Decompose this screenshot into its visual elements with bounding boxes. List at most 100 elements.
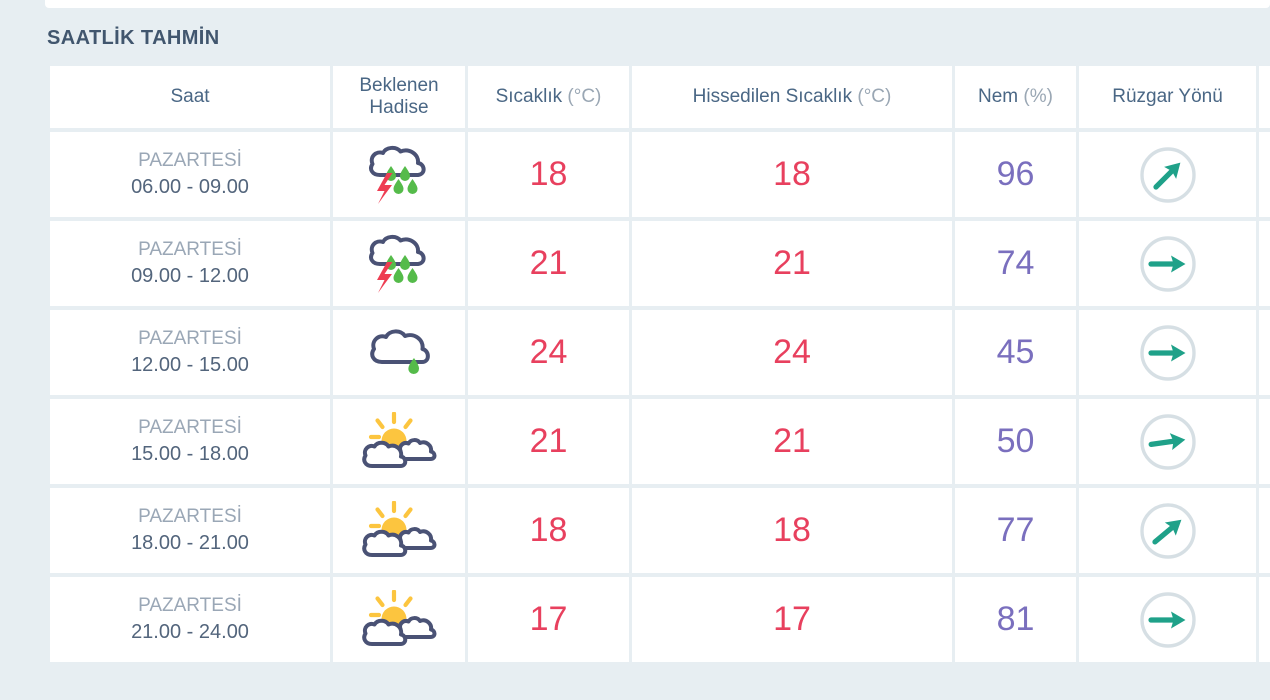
panel-top-edge <box>45 0 1270 8</box>
feels-like-value: 17 <box>773 600 811 638</box>
hour-range-label: 15.00 - 18.00 <box>131 442 249 465</box>
cell-feels-like: 17 <box>632 577 952 662</box>
feels-like-value: 18 <box>773 155 811 193</box>
temperature-value: 21 <box>529 244 568 282</box>
table-header-row: Saat Beklenen Hadise Sıcaklık (°C) Hisse… <box>50 66 1270 128</box>
cell-wind-direction <box>1079 577 1256 662</box>
thunderstorm-rain-icon <box>369 234 426 293</box>
cell-overflow <box>1259 577 1270 662</box>
cell-temperature: 24 <box>468 310 629 395</box>
feels-like-value: 21 <box>773 422 811 460</box>
table-row[interactable]: PAZARTESİ 18.00 - 21.00 18 18 77 <box>50 488 1270 573</box>
column-header-wind-direction: Rüzgar Yönü <box>1079 66 1256 128</box>
cell-overflow <box>1259 221 1270 306</box>
column-header-wind-direction-label: Rüzgar Yönü <box>1112 86 1223 108</box>
cell-hour: PAZARTESİ 21.00 - 24.00 <box>50 577 330 662</box>
cell-humidity: 77 <box>955 488 1076 573</box>
cell-feels-like: 21 <box>632 399 952 484</box>
column-header-overflow <box>1259 66 1270 128</box>
hour-day-label: PAZARTESİ <box>138 150 242 172</box>
column-header-event-line2: Hadise <box>369 97 429 118</box>
cell-humidity: 45 <box>955 310 1076 395</box>
wind-arrow-east-icon <box>1139 591 1196 648</box>
cell-feels-like: 21 <box>632 221 952 306</box>
hour-range-label: 06.00 - 09.00 <box>131 175 249 198</box>
column-header-temperature-label: Sıcaklık <box>495 86 563 108</box>
cell-wind-direction <box>1079 310 1256 395</box>
table-row[interactable]: PAZARTESİ 12.00 - 15.00 24 24 45 <box>50 310 1270 395</box>
feels-like-value: 24 <box>773 333 811 371</box>
humidity-value: 50 <box>996 422 1035 460</box>
hourly-forecast-table: Saat Beklenen Hadise Sıcaklık (°C) Hisse… <box>47 62 1270 666</box>
cell-temperature: 21 <box>468 399 629 484</box>
cell-weather-icon <box>333 132 465 217</box>
wind-arrow-east-icon <box>1139 235 1196 292</box>
hour-day-label: PAZARTESİ <box>138 417 242 439</box>
cell-weather-icon <box>333 221 465 306</box>
column-header-feels-like-unit: (°C) <box>857 86 892 108</box>
hour-range-label: 18.00 - 21.00 <box>131 531 249 554</box>
wind-arrow-east-icon <box>1139 324 1196 381</box>
table-row[interactable]: PAZARTESİ 06.00 - 09.00 18 18 96 <box>50 132 1270 217</box>
cell-weather-icon <box>333 488 465 573</box>
cloud-rain-icon <box>370 328 430 374</box>
temperature-value: 18 <box>529 511 568 549</box>
thunderstorm-rain-icon <box>369 145 426 204</box>
temperature-value: 18 <box>529 155 568 193</box>
cell-weather-icon <box>333 577 465 662</box>
humidity-value: 81 <box>996 600 1035 638</box>
table-row[interactable]: PAZARTESİ 21.00 - 24.00 17 17 81 <box>50 577 1270 662</box>
hour-range-label: 21.00 - 24.00 <box>131 620 249 643</box>
cell-feels-like: 18 <box>632 488 952 573</box>
cell-temperature: 17 <box>468 577 629 662</box>
column-header-hour: Saat <box>50 66 330 128</box>
feels-like-value: 21 <box>773 244 811 282</box>
humidity-value: 45 <box>996 333 1035 371</box>
sun-clouds-icon <box>362 589 437 646</box>
cell-feels-like: 24 <box>632 310 952 395</box>
temperature-value: 17 <box>529 600 568 638</box>
cell-hour: PAZARTESİ 12.00 - 15.00 <box>50 310 330 395</box>
column-header-humidity-label: Nem <box>978 86 1019 108</box>
hour-day-label: PAZARTESİ <box>138 506 242 528</box>
hourly-forecast-table-wrap: Saat Beklenen Hadise Sıcaklık (°C) Hisse… <box>47 62 1270 666</box>
hour-range-label: 12.00 - 15.00 <box>131 353 249 376</box>
cell-overflow <box>1259 132 1270 217</box>
cell-humidity: 96 <box>955 132 1076 217</box>
cell-hour: PAZARTESİ 09.00 - 12.00 <box>50 221 330 306</box>
temperature-value: 21 <box>529 422 568 460</box>
feels-like-value: 18 <box>773 511 811 549</box>
cell-weather-icon <box>333 310 465 395</box>
cell-overflow <box>1259 399 1270 484</box>
column-header-temperature: Sıcaklık (°C) <box>468 66 629 128</box>
sun-clouds-icon <box>362 500 437 557</box>
cell-wind-direction <box>1079 399 1256 484</box>
column-header-temperature-unit: (°C) <box>567 86 602 108</box>
humidity-value: 96 <box>996 155 1035 193</box>
column-header-humidity-unit: (%) <box>1023 86 1053 108</box>
cell-humidity: 74 <box>955 221 1076 306</box>
column-header-feels-like: Hissedilen Sıcaklık (°C) <box>632 66 952 128</box>
page-title: SAATLİK TAHMİN <box>47 27 220 49</box>
column-header-humidity: Nem (%) <box>955 66 1076 128</box>
table-row[interactable]: PAZARTESİ 09.00 - 12.00 21 21 74 <box>50 221 1270 306</box>
temperature-value: 24 <box>529 333 568 371</box>
cell-temperature: 18 <box>468 488 629 573</box>
cell-weather-icon <box>333 399 465 484</box>
sun-clouds-icon <box>362 411 437 468</box>
cell-wind-direction <box>1079 221 1256 306</box>
table-row[interactable]: PAZARTESİ 15.00 - 18.00 21 21 50 <box>50 399 1270 484</box>
hour-day-label: PAZARTESİ <box>138 595 242 617</box>
hour-range-label: 09.00 - 12.00 <box>131 264 249 287</box>
column-header-feels-like-label: Hissedilen Sıcaklık <box>692 86 853 108</box>
column-header-event-line1: Beklenen <box>359 75 439 97</box>
hour-day-label: PAZARTESİ <box>138 328 242 350</box>
cell-overflow <box>1259 488 1270 573</box>
hour-day-label: PAZARTESİ <box>138 239 242 261</box>
cell-hour: PAZARTESİ 15.00 - 18.00 <box>50 399 330 484</box>
column-header-expected-event: Beklenen Hadise <box>333 66 465 128</box>
cell-humidity: 50 <box>955 399 1076 484</box>
humidity-value: 74 <box>996 244 1035 282</box>
wind-arrow-northeast-icon <box>1139 146 1196 203</box>
wind-arrow-east-icon <box>1139 413 1196 470</box>
